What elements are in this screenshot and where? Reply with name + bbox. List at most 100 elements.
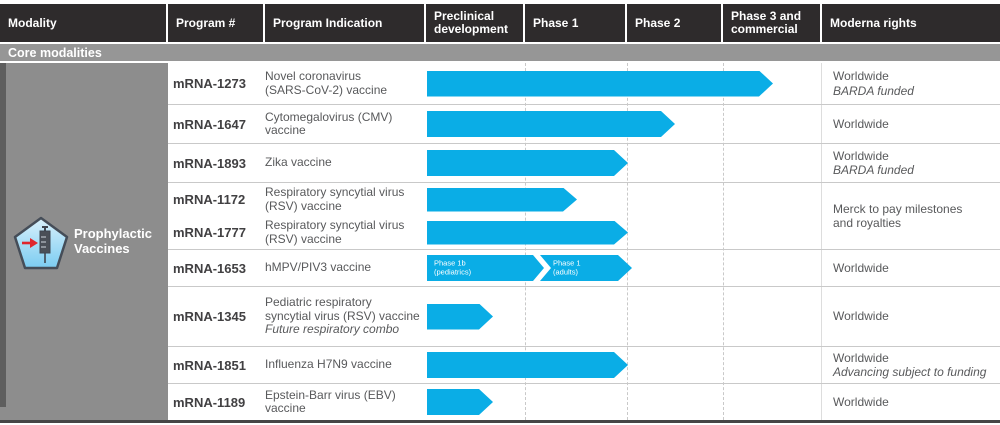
table-bottom-border [0, 420, 1000, 423]
moderna-rights-cell: Worldwide Advancing subject to funding [822, 347, 1000, 383]
table-row-mrna-1273: mRNA-1273 Novel coronavirus (SARS-CoV-2)… [168, 63, 1000, 105]
rights-note: Advancing subject to funding [833, 365, 987, 379]
indication-line: Novel coronavirus [265, 69, 362, 83]
table-row-mrna-1653: mRNA-1653 hMPV/PIV3 vaccine Phase 1b (pe… [168, 250, 1000, 287]
table-header-row: Modality Program # Program Indication Pr… [0, 4, 1000, 42]
indication-line: (SARS-CoV-2) vaccine [265, 82, 388, 97]
program-indication: Pediatric respiratory syncytial virus (R… [265, 287, 426, 346]
progress-bar [427, 188, 577, 212]
left-border-strip [0, 63, 6, 407]
subrow-mrna-1777: mRNA-1777 Respiratory syncytial virus (R… [168, 216, 822, 249]
indication-line: Respiratory syncytial virus [265, 218, 405, 232]
progress-bar [427, 304, 493, 330]
phase-chart-cell [426, 105, 822, 143]
moderna-rights-cell: Worldwide BARDA funded [822, 144, 1000, 182]
table-row-mrna-1851: mRNA-1851 Influenza H7N9 vaccine Worldwi… [168, 347, 1000, 384]
progress-bar-segmented: Phase 1b (pediatrics) Phase 1 (adults) [427, 255, 632, 281]
gridline-phase3 [723, 63, 724, 420]
indication-line: Influenza H7N9 vaccine [265, 357, 392, 372]
moderna-rights-cell: Worldwide [822, 287, 1000, 346]
indication-line: vaccine [265, 401, 306, 415]
bar-segment-label: Phase 1b (pediatrics) [434, 260, 471, 277]
progress-bar [427, 352, 628, 378]
table-row-mrna-1647: mRNA-1647 Cytomegalovirus (CMV) vaccine … [168, 105, 1000, 144]
header-preclinical: Preclinical development [426, 4, 525, 42]
gridline-phase2 [627, 63, 628, 420]
modality-label: Prophylactic Vaccines [74, 226, 153, 256]
indication-note: Future respiratory combo [265, 322, 400, 337]
moderna-rights-cell: Worldwide [822, 105, 1000, 143]
rights-line: Worldwide [833, 394, 889, 409]
indication-line: (RSV) vaccine [265, 198, 342, 213]
program-number: mRNA-1653 [173, 260, 246, 276]
table-row-mrna-1893: mRNA-1893 Zika vaccine Worldwide BARDA f… [168, 144, 1000, 183]
rights-line: and royalties [833, 216, 902, 230]
header-phase3: Phase 3 and commercial [723, 4, 822, 42]
header-program: Program # [168, 4, 265, 42]
segment-label-line: (adults) [553, 267, 579, 276]
progress-bar [427, 150, 628, 176]
program-indication: Novel coronavirus (SARS-CoV-2) vaccine [265, 63, 426, 104]
indication-line: vaccine [265, 123, 306, 137]
table-row-mrna-1189: mRNA-1189 Epstein-Barr virus (EBV) vacci… [168, 384, 1000, 420]
table-row-mrna-1345: mRNA-1345 Pediatric respiratory syncytia… [168, 287, 1000, 347]
moderna-rights-cell: Merck to pay milestones and royalties [822, 183, 1000, 249]
indication-line: (RSV) vaccine [265, 231, 342, 246]
progress-bar [427, 71, 773, 97]
table-body: mRNA-1273 Novel coronavirus (SARS-CoV-2)… [168, 63, 1000, 420]
program-number: mRNA-1172 [173, 192, 246, 207]
group-left: mRNA-1172 Respiratory syncytial virus (R… [168, 183, 822, 249]
segment-label-line: (pediatrics) [434, 267, 472, 276]
program-number: mRNA-1851 [173, 357, 246, 373]
rights-line: Worldwide [833, 148, 889, 163]
moderna-rights-cell: Worldwide [822, 384, 1000, 420]
phase-chart-cell [426, 347, 822, 383]
rights-line: Worldwide [833, 309, 889, 324]
program-indication: Influenza H7N9 vaccine [265, 347, 426, 383]
rights-line: Worldwide [833, 260, 889, 275]
header-moderna-rights: Moderna rights [822, 4, 1000, 42]
rights-note: BARDA funded [833, 83, 914, 98]
header-modality: Modality [0, 4, 168, 42]
program-indication: Epstein-Barr virus (EBV) vaccine [265, 384, 426, 420]
modality-cell: Prophylactic Vaccines [0, 63, 168, 420]
phase-chart-cell [426, 183, 822, 216]
indication-line: Cytomegalovirus (CMV) [265, 109, 393, 124]
gridline-rights [821, 63, 822, 420]
indication-line: Pediatric respiratory [265, 295, 372, 310]
indication-line: Zika vaccine [265, 155, 332, 170]
pentagon-syringe-icon [12, 215, 70, 276]
program-indication: Respiratory syncytial virus (RSV) vaccin… [265, 183, 426, 216]
rights-line: Worldwide [833, 350, 889, 365]
phase-chart-cell [426, 63, 822, 104]
phase-chart-cell [426, 287, 822, 346]
phase-chart-cell [426, 144, 822, 182]
progress-bar [427, 389, 493, 415]
subrow-mrna-1172: mRNA-1172 Respiratory syncytial virus (R… [168, 183, 822, 216]
header-phase2: Phase 2 [627, 4, 723, 42]
program-indication: Respiratory syncytial virus (RSV) vaccin… [265, 216, 426, 249]
rights-line: Worldwide [833, 116, 889, 131]
program-number: mRNA-1647 [173, 116, 246, 132]
segment-divider-chevron [533, 255, 551, 281]
program-number: mRNA-1777 [173, 225, 246, 240]
section-core-modalities: Core modalities [0, 44, 1000, 61]
program-number: mRNA-1273 [173, 76, 246, 91]
program-indication: Zika vaccine [265, 144, 426, 182]
rights-line: Worldwide [833, 69, 889, 83]
moderna-rights-cell: Worldwide [822, 250, 1000, 286]
program-number: mRNA-1189 [173, 394, 246, 410]
bar-segment-label: Phase 1 (adults) [553, 260, 581, 277]
table-row-group-rsv: mRNA-1172 Respiratory syncytial virus (R… [168, 183, 1000, 250]
header-indication: Program Indication [265, 4, 426, 42]
segment-label-line: Phase 1b [434, 258, 466, 268]
program-indication: Cytomegalovirus (CMV) vaccine [265, 105, 426, 143]
header-phase1: Phase 1 [525, 4, 627, 42]
program-indication: hMPV/PIV3 vaccine [265, 250, 426, 286]
progress-bar [427, 111, 675, 137]
program-number: mRNA-1893 [173, 155, 246, 171]
phase-chart-cell: Phase 1b (pediatrics) Phase 1 (adults) [426, 250, 822, 286]
indication-line: Respiratory syncytial virus [265, 185, 405, 199]
indication-line: Epstein-Barr virus (EBV) [265, 387, 396, 402]
